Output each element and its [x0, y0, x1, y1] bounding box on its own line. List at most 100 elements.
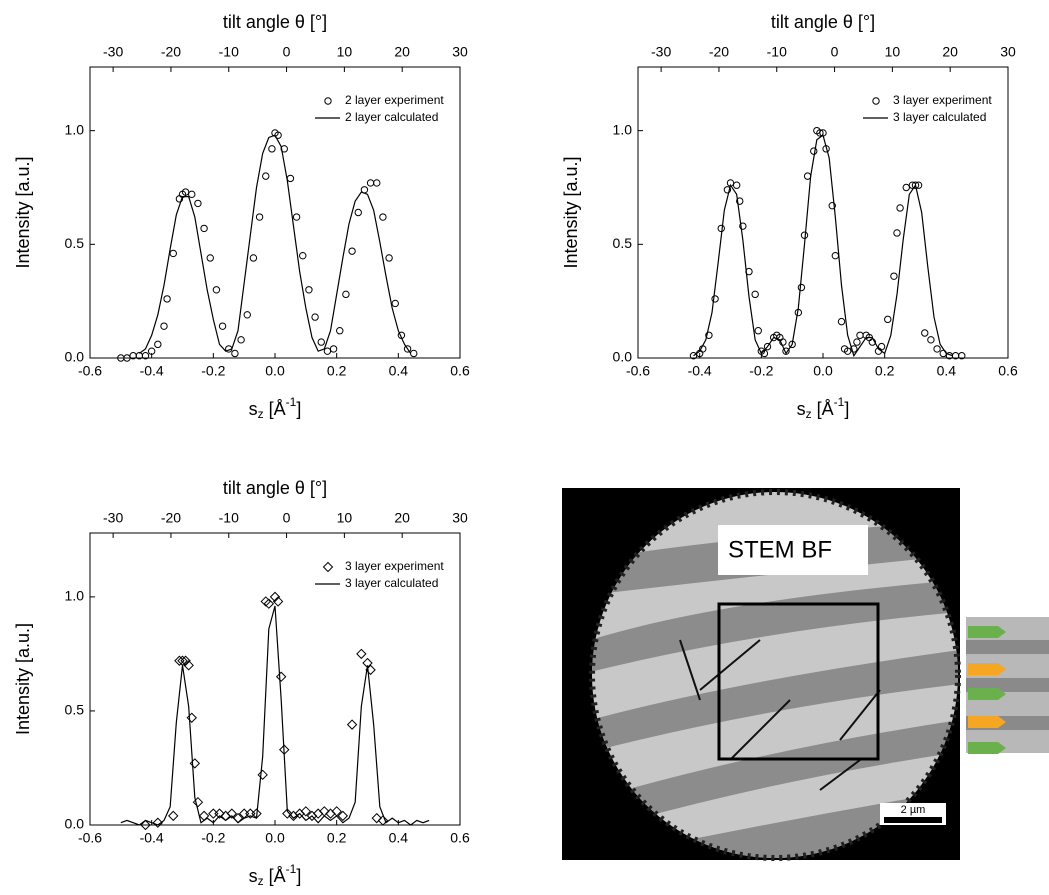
data-point	[843, 347, 852, 355]
data-point	[348, 247, 356, 255]
x2-axis-title: tilt angle θ [°]	[223, 478, 327, 498]
x-axis-title-part: s	[797, 399, 806, 419]
data-point	[275, 671, 287, 682]
x-tick-label: 0.4	[937, 363, 957, 379]
data-point	[231, 349, 239, 358]
x2-tick-label: 0	[831, 44, 839, 60]
data-point	[754, 327, 762, 335]
data-point	[403, 345, 412, 353]
data-point	[927, 336, 935, 344]
scale-bar-label: 2 µm	[901, 804, 926, 816]
data-point	[803, 172, 812, 180]
data-point	[226, 808, 238, 819]
data-point	[141, 352, 150, 360]
data-point	[739, 222, 747, 230]
data-point	[169, 249, 177, 258]
data-point	[183, 660, 194, 671]
x-axis-title-part: [Å	[812, 399, 834, 419]
x2-tick-label: 10	[337, 44, 353, 60]
y-axis-title: Intensity [a.u.]	[13, 623, 33, 735]
data-point	[711, 295, 719, 303]
y-tick-label: 0.5	[613, 235, 633, 251]
x-axis-title: sz [Å-1]	[249, 862, 302, 888]
data-point	[168, 810, 179, 822]
x-tick-label: 0.0	[265, 830, 285, 846]
data-point	[933, 345, 941, 353]
x-tick-label: -0.6	[78, 363, 102, 379]
data-point	[282, 808, 293, 819]
x2-tick-label: 20	[394, 44, 410, 60]
data-point	[181, 188, 190, 196]
data-point	[243, 311, 251, 319]
x-tick-label: -0.2	[749, 363, 773, 379]
data-point	[262, 172, 270, 180]
data-point	[850, 345, 858, 353]
x2-tick-label: 30	[452, 44, 468, 60]
detail-strip	[966, 617, 1049, 754]
x2-tick-label: -30	[651, 44, 671, 60]
data-point	[717, 224, 725, 233]
data-point	[890, 272, 898, 280]
data-point	[188, 190, 196, 199]
data-point	[884, 315, 892, 324]
data-point	[174, 655, 185, 666]
data-point	[958, 352, 966, 360]
y-tick-label: 0.0	[65, 349, 85, 365]
data-point	[249, 254, 258, 262]
x2-tick-label: -20	[161, 44, 181, 60]
legend-marker	[324, 97, 332, 105]
x-axis-title-part: ]	[296, 866, 301, 886]
data-point	[300, 806, 312, 817]
data-point	[828, 201, 836, 210]
y-tick-label: 0.0	[65, 816, 85, 832]
x2-axis-title: tilt angle θ [°]	[771, 12, 875, 32]
y-tick-label: 1.0	[613, 121, 633, 137]
x-axis-title-part: [Å	[264, 399, 286, 419]
legend-marker	[872, 97, 880, 105]
x-axis-title-part: -1	[834, 395, 845, 409]
data-point	[189, 758, 201, 769]
data-point	[391, 299, 399, 308]
x2-tick-label: 10	[885, 44, 901, 60]
data-point	[705, 331, 713, 339]
x-axis-title-part: ]	[296, 399, 301, 419]
x2-tick-label: 10	[337, 510, 353, 526]
x2-tick-label: -10	[767, 44, 787, 60]
x2-tick-label: -20	[161, 510, 181, 526]
legend-label: 2 layer experiment	[345, 93, 444, 107]
data-point	[212, 286, 221, 294]
data-point	[902, 183, 910, 192]
data-point	[329, 345, 338, 353]
data-point	[154, 340, 162, 349]
data-point	[292, 213, 301, 221]
data-point	[342, 290, 350, 299]
legend-label: 3 layer experiment	[893, 93, 992, 107]
legend-marker	[322, 561, 334, 573]
x-tick-label: -0.4	[140, 363, 164, 379]
legend-label: 3 layer calculated	[893, 110, 986, 124]
image-label: STEM BF	[728, 536, 832, 563]
calculated-curve	[693, 134, 953, 358]
data-point	[218, 322, 227, 330]
data-point	[163, 295, 171, 303]
data-point	[763, 342, 772, 351]
data-point	[732, 181, 741, 189]
data-point	[810, 147, 818, 155]
data-point	[797, 283, 806, 292]
data-point	[200, 224, 208, 233]
data-point	[208, 808, 219, 819]
x-tick-label: 0.4	[389, 830, 409, 846]
data-point	[410, 349, 418, 358]
x-tick-label: 0.6	[998, 363, 1018, 379]
x-axis-title-part: [Å	[264, 866, 286, 886]
x2-tick-label: 0	[283, 44, 291, 60]
x-axis-title-part: z	[258, 874, 264, 888]
data-point	[816, 129, 824, 137]
data-point	[371, 812, 382, 824]
legend-label: 2 layer calculated	[345, 110, 438, 124]
data-point	[263, 598, 275, 609]
x-tick-label: 0.0	[813, 363, 833, 379]
data-point	[286, 174, 295, 183]
data-point	[255, 213, 264, 221]
